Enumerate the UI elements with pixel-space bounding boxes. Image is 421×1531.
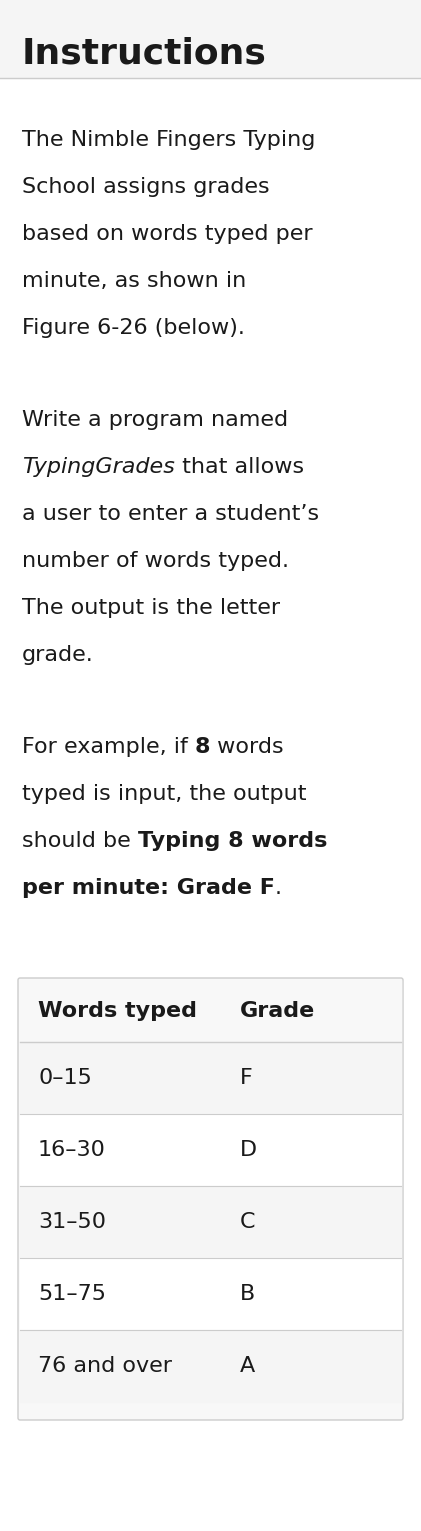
- Text: TypingGrades: TypingGrades: [22, 456, 175, 478]
- Text: that allows: that allows: [175, 456, 304, 478]
- Text: words: words: [210, 736, 284, 756]
- Text: Typing 8 words: Typing 8 words: [138, 831, 327, 851]
- Text: typed is input, the output: typed is input, the output: [22, 784, 306, 804]
- Text: minute, as shown in: minute, as shown in: [22, 271, 246, 291]
- Bar: [20, 1258, 401, 1330]
- Text: C: C: [240, 1213, 256, 1232]
- Text: 76 and over: 76 and over: [38, 1356, 172, 1376]
- Text: Words typed: Words typed: [38, 1001, 197, 1021]
- Text: based on words typed per: based on words typed per: [22, 224, 313, 243]
- Text: Figure 6-26 (below).: Figure 6-26 (below).: [22, 318, 245, 338]
- Text: F: F: [240, 1069, 253, 1089]
- Bar: [20, 1187, 401, 1258]
- Text: 51–75: 51–75: [38, 1285, 106, 1304]
- Text: 31–50: 31–50: [38, 1213, 106, 1232]
- Text: per minute: Grade F: per minute: Grade F: [22, 877, 275, 899]
- Text: 0–15: 0–15: [38, 1069, 92, 1089]
- Bar: [20, 1115, 401, 1187]
- Text: D: D: [240, 1141, 257, 1160]
- Text: B: B: [240, 1285, 255, 1304]
- Text: a user to enter a student’s: a user to enter a student’s: [22, 504, 319, 524]
- Text: The output is the letter: The output is the letter: [22, 599, 280, 619]
- Text: number of words typed.: number of words typed.: [22, 551, 289, 571]
- Text: Instructions: Instructions: [22, 37, 267, 70]
- FancyBboxPatch shape: [18, 978, 403, 1419]
- Text: Write a program named: Write a program named: [22, 410, 288, 430]
- Text: The Nimble Fingers Typing: The Nimble Fingers Typing: [22, 130, 315, 150]
- Bar: [20, 980, 401, 1043]
- Text: A: A: [240, 1356, 255, 1376]
- Bar: [20, 1043, 401, 1115]
- Bar: [0, 0, 421, 78]
- Text: Grade: Grade: [240, 1001, 315, 1021]
- Text: .: .: [275, 877, 282, 899]
- Text: 16–30: 16–30: [38, 1141, 106, 1160]
- Bar: [20, 1330, 401, 1402]
- Text: grade.: grade.: [22, 645, 94, 664]
- Text: School assigns grades: School assigns grades: [22, 178, 269, 197]
- Text: 8: 8: [195, 736, 210, 756]
- Text: should be: should be: [22, 831, 138, 851]
- Text: For example, if: For example, if: [22, 736, 195, 756]
